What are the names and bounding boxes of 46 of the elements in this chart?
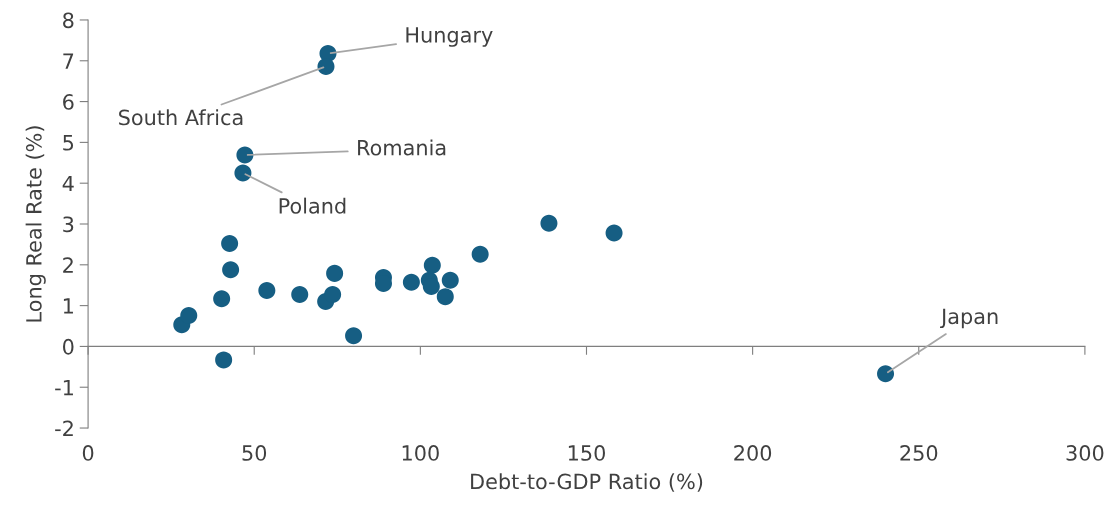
y-tick-label: 5 [63,135,74,151]
y-tick-label: 0 [63,338,74,355]
point [222,261,240,279]
y-tick-label: -1 [55,379,73,396]
point [317,57,335,75]
x-tick-label: 300 [1066,445,1104,461]
point [291,286,309,304]
point [436,288,454,306]
point [605,224,623,242]
point [215,351,233,369]
annotation: Japan [940,308,998,329]
y-tick-label: 6 [63,94,74,110]
x-tick-label: 150 [568,445,605,461]
y-tick-label: 2 [63,257,73,273]
x-tick-label: 100 [402,445,439,461]
annotation: Hungary [406,27,493,47]
annotation: Romania [358,139,446,156]
point [423,256,441,274]
annotation: South Africa [119,109,243,126]
y-tick-label: 8 [63,12,74,29]
annotation: Poland [279,197,346,214]
point [441,271,459,289]
x-tick-label: 250 [900,445,938,461]
point [324,286,342,304]
point [258,282,276,300]
point [471,245,489,263]
point [326,264,344,282]
point [877,365,895,383]
x-tick-label: 50 [242,445,267,461]
x-tick-label: 0 [82,445,94,461]
point [213,290,231,308]
x-tick-label: 200 [734,445,772,461]
y-tick-label: -2 [55,420,73,436]
y-tick-label: 4 [62,175,74,192]
point [236,146,254,164]
y-axis-title: Long Real Rate (%) [25,126,46,322]
y-tick-label: 3 [63,216,74,233]
point [345,327,363,345]
point [180,306,198,324]
x-axis-title: Debt-to-GDP Ratio (%) [471,473,703,492]
y-tick-label: 7 [63,53,74,69]
point [540,214,558,232]
y-tick-label: 1 [63,298,73,314]
point [234,164,252,182]
point [221,235,239,253]
point [402,273,420,291]
